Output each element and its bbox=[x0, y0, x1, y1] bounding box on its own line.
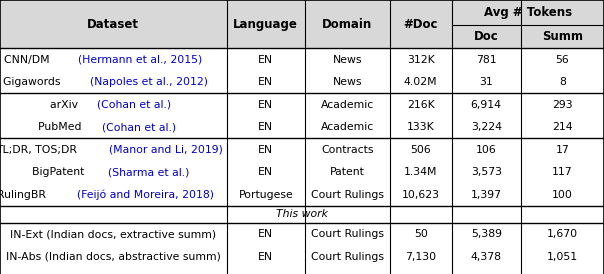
Text: 3,573: 3,573 bbox=[471, 167, 502, 177]
Text: BigPatent: BigPatent bbox=[32, 167, 88, 177]
Text: 3,224: 3,224 bbox=[471, 122, 502, 132]
Text: RulingBR: RulingBR bbox=[0, 190, 50, 199]
Text: TL;DR, TOS;DR: TL;DR, TOS;DR bbox=[0, 145, 80, 155]
Text: 216K: 216K bbox=[407, 100, 434, 110]
Text: EN: EN bbox=[258, 100, 274, 110]
Text: (Hermann et al., 2015): (Hermann et al., 2015) bbox=[78, 55, 202, 65]
Text: 1,670: 1,670 bbox=[547, 229, 578, 239]
Text: This work: This work bbox=[276, 209, 328, 219]
Text: 1.34M: 1.34M bbox=[404, 167, 437, 177]
Text: Academic: Academic bbox=[321, 100, 374, 110]
Text: 117: 117 bbox=[552, 167, 573, 177]
Text: 8: 8 bbox=[559, 77, 566, 87]
Text: IN-Ext (Indian docs, extractive summ): IN-Ext (Indian docs, extractive summ) bbox=[10, 229, 216, 239]
Text: Avg # Tokens: Avg # Tokens bbox=[484, 6, 572, 19]
Text: EN: EN bbox=[258, 122, 274, 132]
Text: (Manor and Li, 2019): (Manor and Li, 2019) bbox=[109, 145, 223, 155]
Text: EN: EN bbox=[258, 229, 274, 239]
Text: 50: 50 bbox=[414, 229, 428, 239]
Text: Contracts: Contracts bbox=[321, 145, 373, 155]
Text: 6,914: 6,914 bbox=[471, 100, 502, 110]
Text: 781: 781 bbox=[476, 55, 496, 65]
Text: Court Rulings: Court Rulings bbox=[311, 229, 384, 239]
Text: Domain: Domain bbox=[322, 18, 373, 31]
Text: 1,397: 1,397 bbox=[471, 190, 502, 199]
Text: EN: EN bbox=[258, 252, 274, 262]
Text: 4.02M: 4.02M bbox=[404, 77, 437, 87]
Text: Dataset: Dataset bbox=[87, 18, 140, 31]
Text: 100: 100 bbox=[552, 190, 573, 199]
Text: Doc: Doc bbox=[474, 30, 498, 43]
Text: 312K: 312K bbox=[407, 55, 434, 65]
Text: arXiv: arXiv bbox=[50, 100, 82, 110]
Text: News: News bbox=[333, 55, 362, 65]
Text: EN: EN bbox=[258, 145, 274, 155]
Text: Court Rulings: Court Rulings bbox=[311, 252, 384, 262]
Text: Patent: Patent bbox=[330, 167, 365, 177]
Text: 506: 506 bbox=[410, 145, 431, 155]
Text: Gigawords: Gigawords bbox=[4, 77, 65, 87]
Text: (Cohan et al.): (Cohan et al.) bbox=[97, 100, 171, 110]
Text: 214: 214 bbox=[552, 122, 573, 132]
Text: EN: EN bbox=[258, 55, 274, 65]
Text: (Feijó and Moreira, 2018): (Feijó and Moreira, 2018) bbox=[77, 189, 214, 200]
Text: News: News bbox=[333, 77, 362, 87]
Text: Portugese: Portugese bbox=[239, 190, 293, 199]
Text: 7,130: 7,130 bbox=[405, 252, 436, 262]
Text: 133K: 133K bbox=[407, 122, 434, 132]
Text: 106: 106 bbox=[476, 145, 496, 155]
Text: 10,623: 10,623 bbox=[402, 190, 440, 199]
Text: Language: Language bbox=[233, 18, 298, 31]
Text: IN-Abs (Indian docs, abstractive summ): IN-Abs (Indian docs, abstractive summ) bbox=[6, 252, 220, 262]
Text: 5,389: 5,389 bbox=[471, 229, 502, 239]
Text: EN: EN bbox=[258, 77, 274, 87]
Text: Academic: Academic bbox=[321, 122, 374, 132]
Text: #Doc: #Doc bbox=[403, 18, 438, 31]
Text: 17: 17 bbox=[556, 145, 569, 155]
Text: (Cohan et al.): (Cohan et al.) bbox=[102, 122, 176, 132]
Text: Court Rulings: Court Rulings bbox=[311, 190, 384, 199]
Text: (Napoles et al., 2012): (Napoles et al., 2012) bbox=[91, 77, 208, 87]
Text: 56: 56 bbox=[556, 55, 569, 65]
Text: EN: EN bbox=[258, 167, 274, 177]
Text: 1,051: 1,051 bbox=[547, 252, 578, 262]
Text: 31: 31 bbox=[480, 77, 493, 87]
Text: 4,378: 4,378 bbox=[471, 252, 502, 262]
Text: CNN/DM: CNN/DM bbox=[4, 55, 53, 65]
Text: PubMed: PubMed bbox=[37, 122, 85, 132]
Text: Summ: Summ bbox=[542, 30, 583, 43]
Text: (Sharma et al.): (Sharma et al.) bbox=[108, 167, 190, 177]
Text: 293: 293 bbox=[552, 100, 573, 110]
